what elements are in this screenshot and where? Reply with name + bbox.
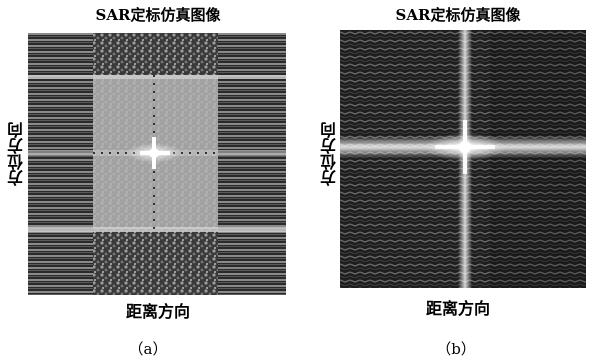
panel-a-caption: （a）: [128, 340, 168, 358]
panel-a-ylabel: 方位方向: [7, 122, 26, 186]
panel-a-xlabel: 距离方向: [125, 302, 191, 321]
panel-b-xlabel: 距离方向: [425, 299, 491, 318]
center-target-point: [459, 141, 471, 153]
panel-b-title: SAR定标仿真图像: [395, 6, 521, 24]
sar-image-a: [28, 33, 286, 295]
sar-image-b: [340, 30, 586, 288]
center-target-point: [149, 148, 159, 158]
panel-a-title: SAR定标仿真图像: [95, 6, 221, 24]
panel-b-caption: （b）: [436, 340, 476, 358]
panel-b-ylabel: 方位方向: [320, 122, 339, 186]
